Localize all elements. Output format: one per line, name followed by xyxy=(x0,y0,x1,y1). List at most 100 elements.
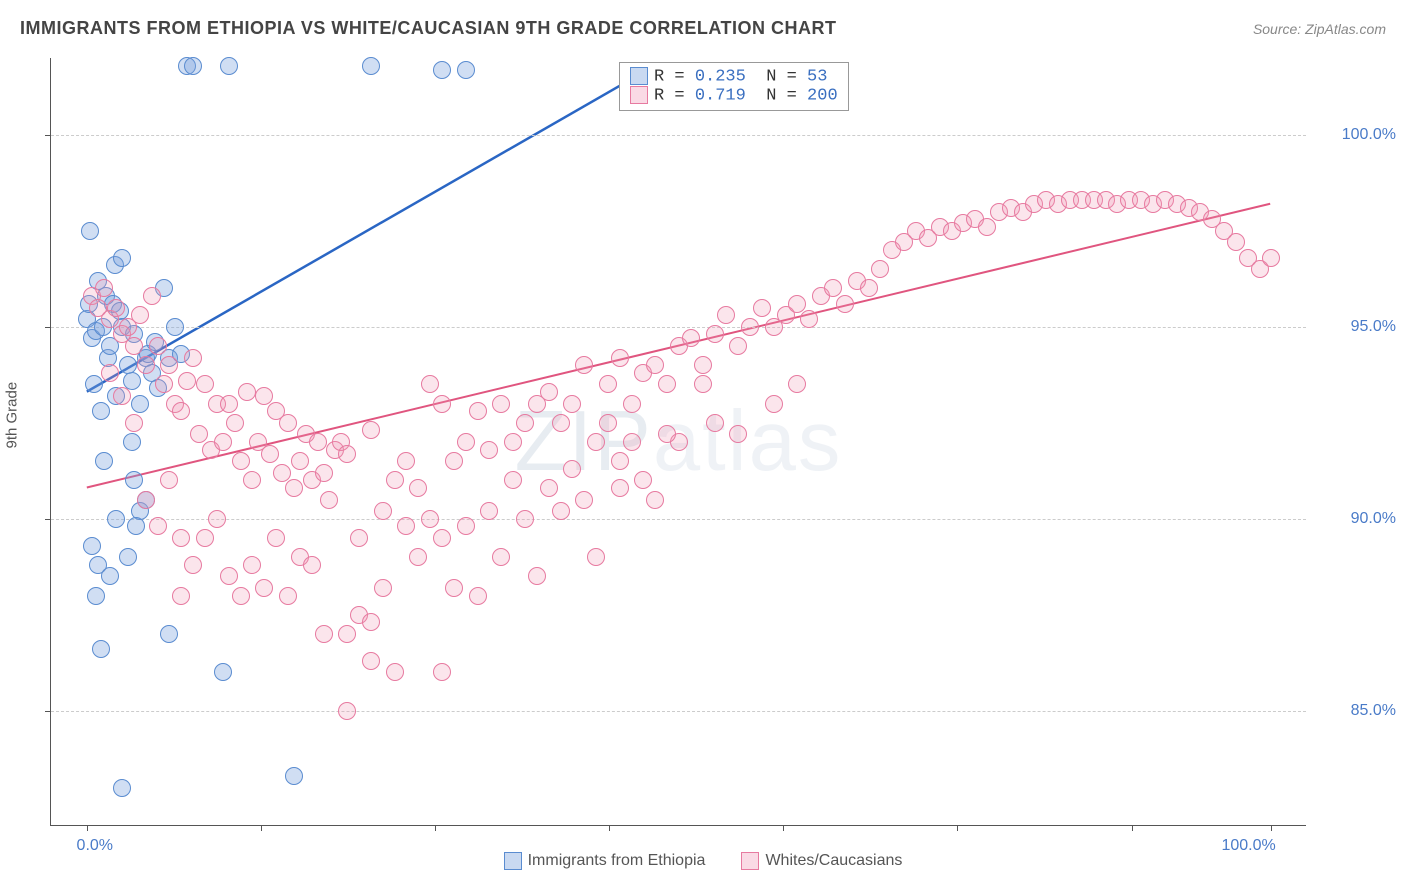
data-point-white xyxy=(611,452,629,470)
data-point-ethiopia xyxy=(160,625,178,643)
data-point-white xyxy=(433,395,451,413)
data-point-white xyxy=(397,452,415,470)
data-point-white xyxy=(1262,249,1280,267)
data-point-white xyxy=(445,452,463,470)
data-point-white xyxy=(433,663,451,681)
data-point-white xyxy=(220,395,238,413)
data-point-white xyxy=(457,517,475,535)
data-point-white xyxy=(694,375,712,393)
data-point-ethiopia xyxy=(95,452,113,470)
data-point-white xyxy=(741,318,759,336)
y-tick-mark xyxy=(45,711,51,712)
data-point-ethiopia xyxy=(166,318,184,336)
legend-swatch-icon xyxy=(741,852,759,870)
data-point-white xyxy=(125,414,143,432)
x-tick-mark xyxy=(87,825,88,831)
data-point-white xyxy=(421,510,439,528)
plot-area: ZIPatlas R = 0.235 N = 53R = 0.719 N = 2… xyxy=(50,58,1306,826)
data-point-ethiopia xyxy=(81,222,99,240)
data-point-white xyxy=(694,356,712,374)
y-axis-label: 9th Grade xyxy=(4,382,21,449)
data-point-white xyxy=(315,464,333,482)
data-point-white xyxy=(184,556,202,574)
data-point-white xyxy=(706,414,724,432)
data-point-white xyxy=(267,529,285,547)
data-point-white xyxy=(160,356,178,374)
data-point-white xyxy=(196,529,214,547)
legend-label: Whites/Caucasians xyxy=(765,852,902,869)
data-point-white xyxy=(95,279,113,297)
data-point-white xyxy=(516,414,534,432)
data-point-white xyxy=(575,356,593,374)
grid-line xyxy=(51,519,1306,520)
data-point-ethiopia xyxy=(83,537,101,555)
y-tick-label: 100.0% xyxy=(1316,126,1396,144)
data-point-white xyxy=(433,529,451,547)
data-point-ethiopia xyxy=(220,57,238,75)
data-point-white xyxy=(190,425,208,443)
data-point-white xyxy=(457,433,475,451)
data-point-ethiopia xyxy=(85,375,103,393)
data-point-white xyxy=(634,471,652,489)
data-point-white xyxy=(386,471,404,489)
data-point-ethiopia xyxy=(125,471,143,489)
data-point-white xyxy=(255,387,273,405)
data-point-white xyxy=(149,517,167,535)
data-point-white xyxy=(765,395,783,413)
data-point-white xyxy=(409,548,427,566)
data-point-white xyxy=(658,375,676,393)
data-point-ethiopia xyxy=(131,395,149,413)
data-point-white xyxy=(552,414,570,432)
data-point-white xyxy=(149,337,167,355)
r-value: 0.235 xyxy=(695,67,746,86)
data-point-white xyxy=(611,349,629,367)
n-label: N = xyxy=(746,87,807,106)
data-point-ethiopia xyxy=(184,57,202,75)
data-point-white xyxy=(243,556,261,574)
grid-line xyxy=(51,711,1306,712)
legend-label: Immigrants from Ethiopia xyxy=(528,852,706,869)
data-point-white xyxy=(492,395,510,413)
data-point-white xyxy=(101,364,119,382)
data-point-white xyxy=(563,395,581,413)
data-point-white xyxy=(226,414,244,432)
n-label: N = xyxy=(746,67,807,86)
data-point-ethiopia xyxy=(123,433,141,451)
legend-item: Whites/Caucasians xyxy=(741,852,902,869)
data-point-white xyxy=(137,356,155,374)
data-point-white xyxy=(362,652,380,670)
data-point-white xyxy=(172,587,190,605)
data-point-white xyxy=(338,625,356,643)
data-point-white xyxy=(374,579,392,597)
data-point-white xyxy=(338,445,356,463)
data-point-white xyxy=(178,372,196,390)
legend-swatch-icon xyxy=(504,852,522,870)
data-point-white xyxy=(445,579,463,597)
data-point-white xyxy=(599,375,617,393)
data-point-white xyxy=(362,421,380,439)
data-point-white xyxy=(309,433,327,451)
data-point-white xyxy=(871,260,889,278)
trend-line-ethiopia xyxy=(87,66,655,392)
data-point-white xyxy=(800,310,818,328)
data-point-ethiopia xyxy=(107,510,125,528)
data-point-white xyxy=(232,587,250,605)
data-point-white xyxy=(623,395,641,413)
data-point-white xyxy=(255,579,273,597)
y-tick-label: 95.0% xyxy=(1316,318,1396,336)
data-point-white xyxy=(552,502,570,520)
data-point-ethiopia xyxy=(113,249,131,267)
data-point-white xyxy=(172,402,190,420)
data-point-white xyxy=(279,587,297,605)
r-label: R = xyxy=(654,67,695,86)
data-point-white xyxy=(729,337,747,355)
data-point-white xyxy=(315,625,333,643)
stats-row: R = 0.719 N = 200 xyxy=(630,86,838,105)
data-point-white xyxy=(599,414,617,432)
data-point-white xyxy=(836,295,854,313)
data-point-white xyxy=(540,479,558,497)
data-point-white xyxy=(729,425,747,443)
data-point-white xyxy=(409,479,427,497)
data-point-white xyxy=(587,433,605,451)
data-point-white xyxy=(137,491,155,509)
